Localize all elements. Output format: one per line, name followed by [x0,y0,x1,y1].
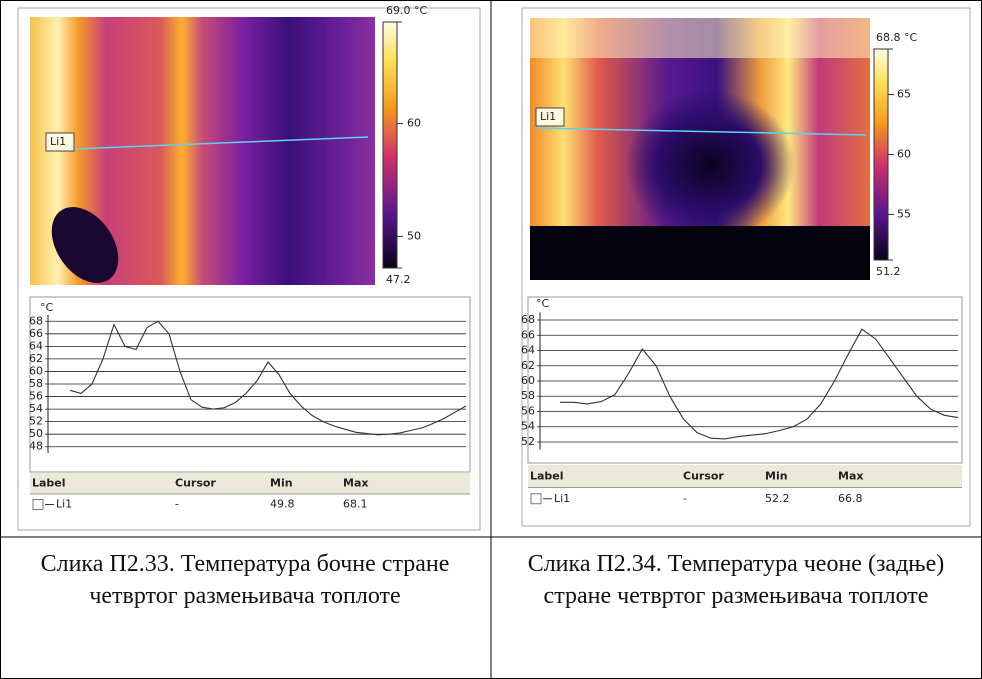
caption: Слика П2.33. Температура бочне стране че… [40,551,450,609]
y-tick-label: 60 [29,364,43,377]
table-cell: 66.8 [838,492,863,505]
line-label-box [45,132,75,152]
colorbar-tick-label: 60 [897,148,911,161]
table-header-bg [30,473,470,494]
y-tick-label: 54 [29,402,43,415]
line-label-box [535,107,565,127]
panel-frame [521,7,971,527]
unit-label: °C [536,297,550,310]
thermal-dark-band [530,226,870,280]
table-cell: 68.1 [343,498,368,511]
colorbar-max-label: 68.8 °C [876,31,917,44]
table-header: Min [765,469,788,482]
chart-frame [29,296,471,473]
y-tick-label: 66 [29,327,43,340]
table-header: Max [343,477,368,490]
table-cell: - [175,498,179,511]
colorbar-min-label: 51.2 [876,265,901,278]
thermal-cold-spot [625,90,795,240]
profile-line [47,136,369,151]
table-cell: 52.2 [765,492,790,505]
y-tick-label: 66 [521,328,535,341]
colorbar-min-label: 47.2 [386,273,411,286]
thermal-object [51,207,119,283]
table-cell: - [683,492,687,505]
profile-curve [69,320,467,436]
line-label: Li1 [540,110,556,123]
table-cell: 49.8 [270,498,295,511]
y-tick-label: 60 [521,374,535,387]
y-tick-label: 68 [29,314,43,327]
checkbox [32,499,44,510]
y-tick-label: 64 [521,344,535,357]
y-tick-label: 68 [521,313,535,326]
table-header: Label [530,469,564,482]
y-tick-label: 58 [521,389,535,402]
checkbox [530,493,542,505]
y-tick-label: 58 [29,377,43,390]
profile-curve [560,328,959,440]
panel-frame [17,7,481,531]
unit-label: °C [40,301,54,314]
y-tick-label: 62 [521,359,535,372]
colorbar-max-label: 69.0 °C [386,4,427,17]
y-tick-label: 56 [29,390,43,403]
thermal-highlight [530,18,870,58]
profile-line [537,127,867,136]
y-tick-label: 48 [29,440,43,453]
colorbar-tick-label: 55 [897,207,911,220]
colorbar [873,48,889,261]
y-tick-label: 56 [521,404,535,417]
y-tick-label: 52 [29,415,43,428]
y-tick-label: 62 [29,352,43,365]
table-header: Cursor [175,477,216,490]
table-header-bg [528,465,962,488]
table-header: Min [270,477,293,490]
table-header: Cursor [683,469,724,482]
y-tick-label: 50 [29,427,43,440]
y-tick-label: 54 [521,420,535,433]
caption: Слика П2.34. Температура чеоне (задње) с… [527,551,945,609]
table-cell: Li1 [554,492,570,505]
colorbar [382,21,398,269]
line-label: Li1 [50,135,66,148]
table-cell: Li1 [56,498,72,511]
chart-frame [527,296,963,464]
table-header: Max [838,469,863,482]
y-tick-label: 64 [29,339,43,352]
colorbar-tick-label: 65 [897,88,911,101]
y-tick-label: 52 [521,435,535,448]
colorbar-tick-label: 60 [407,117,421,130]
table-header: Label [32,477,66,490]
colorbar-tick-label: 50 [407,229,421,242]
